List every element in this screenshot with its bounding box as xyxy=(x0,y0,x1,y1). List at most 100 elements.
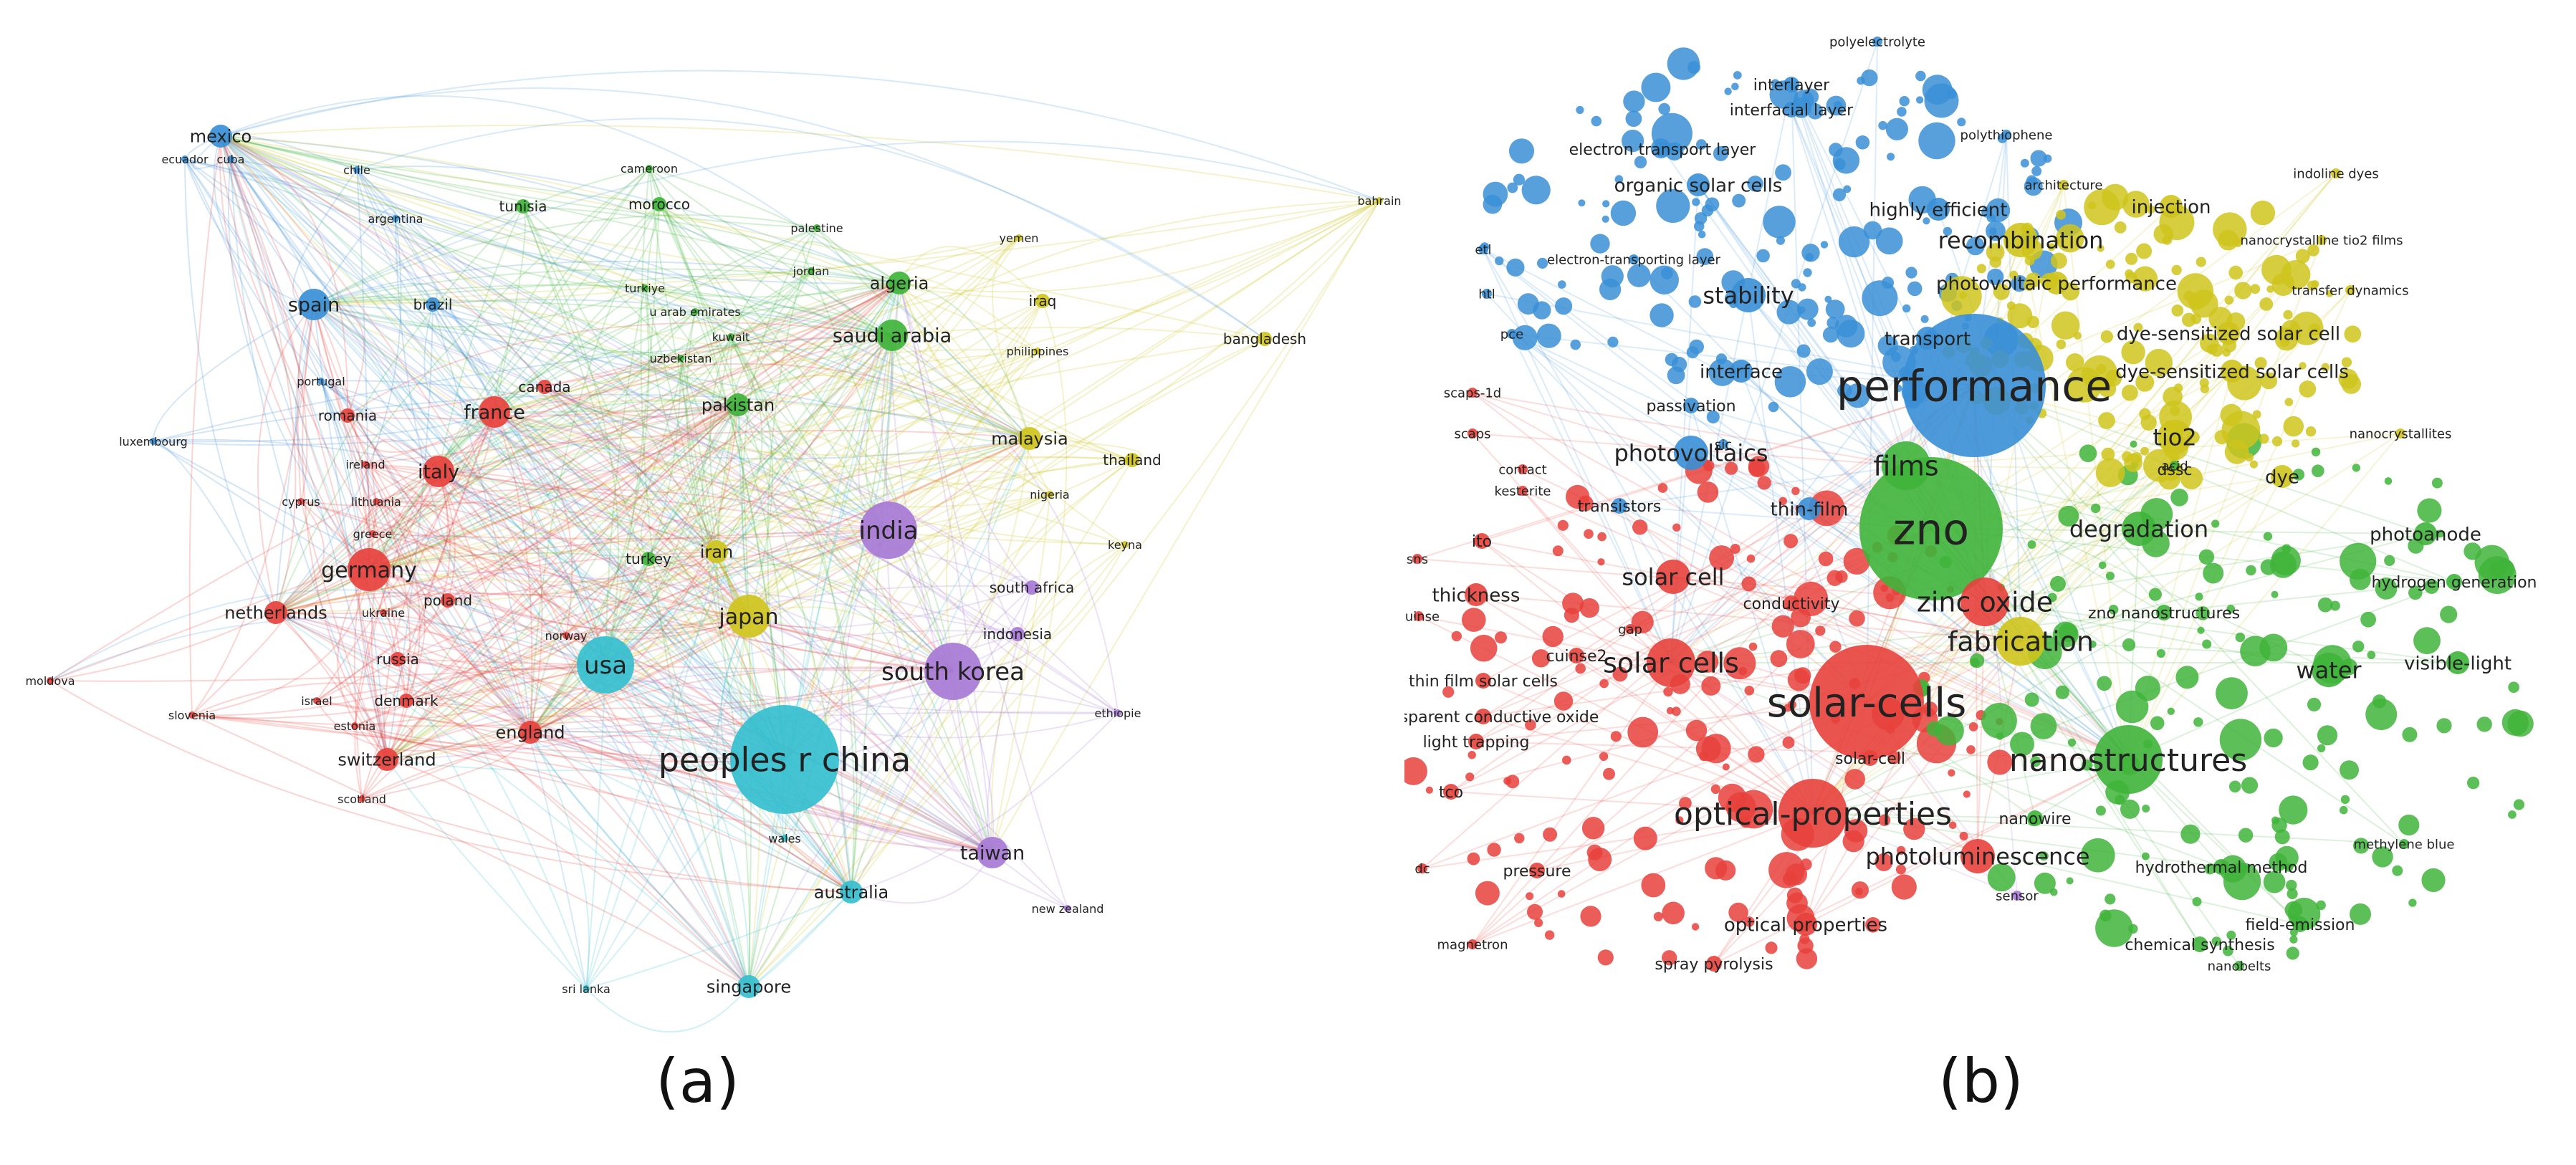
keyword-node-optical-properties xyxy=(1794,913,1817,936)
keyword-minor-node xyxy=(2105,259,2115,269)
country-node-cameroon xyxy=(646,165,653,172)
keyword-label-organic-solar-cells: organic solar cells xyxy=(1614,175,1783,196)
keyword-minor-node xyxy=(2122,638,2136,652)
keyword-minor-node xyxy=(2234,282,2252,299)
keyword-node-ito xyxy=(1474,533,1490,549)
keyword-label-zinc-oxide: zinc oxide xyxy=(1917,587,2053,618)
keyword-minor-node xyxy=(1465,772,1475,782)
country-label-turkey: turkey xyxy=(626,550,671,567)
country-node-south-africa xyxy=(1025,580,1039,595)
keyword-minor-node xyxy=(1787,700,1797,709)
keyword-minor-node xyxy=(2171,305,2184,317)
keyword-minor-node xyxy=(2007,303,2033,329)
keyword-minor-node xyxy=(2142,805,2150,812)
keyword-minor-node xyxy=(1622,130,1644,153)
keyword-minor-node xyxy=(1507,182,1518,193)
keyword-label-dye-sensitized-solar-cell: dye-sensitized solar cell xyxy=(2117,323,2340,345)
keyword-minor-node xyxy=(2130,440,2137,448)
keyword-minor-node xyxy=(2197,626,2205,634)
keyword-minor-node xyxy=(2056,339,2067,350)
keyword-node-dye-sensitized-solar-cell xyxy=(2217,322,2240,345)
keyword-minor-node xyxy=(1730,544,1741,554)
keyword-minor-node xyxy=(1649,303,1674,327)
country-label-romania: romania xyxy=(318,407,377,424)
keyword-minor-node xyxy=(2211,519,2220,528)
keyword-label-sns: sns xyxy=(1407,552,1428,567)
keyword-minor-node xyxy=(1513,173,1525,186)
keyword-minor-node xyxy=(2292,469,2305,481)
keyword-minor-node xyxy=(1798,283,1806,292)
country-node-new-zealand xyxy=(1064,905,1071,912)
keyword-node-kesterite xyxy=(1518,486,1528,496)
country-label-scotland: scotland xyxy=(337,792,386,806)
keyword-minor-node xyxy=(2240,636,2271,667)
keyword-minor-node xyxy=(2128,924,2138,934)
keyword-label-optical-properties: optical properties xyxy=(1724,914,1887,936)
country-label-argentina: argentina xyxy=(368,212,423,226)
keyword-minor-node xyxy=(2224,295,2234,305)
keyword-minor-node xyxy=(1957,118,1966,127)
keyword-network-nodes xyxy=(1412,37,2469,972)
country-node-saudi-arabia xyxy=(876,320,908,351)
keyword-minor-node xyxy=(2079,444,2097,462)
keyword-label-magnetron: magnetron xyxy=(1437,937,1508,952)
keyword-label-sic: sic xyxy=(1715,437,1732,452)
keyword-minor-node xyxy=(2050,575,2066,592)
keyword-minor-node xyxy=(1692,198,1700,206)
keyword-minor-node xyxy=(1425,786,1433,794)
keyword-minor-node xyxy=(2228,265,2243,280)
keyword-minor-node xyxy=(1723,647,1756,680)
keyword-node-dc xyxy=(1417,863,1427,873)
keyword-label-transfer-dynamics: transfer dynamics xyxy=(2292,283,2408,298)
keyword-label-solar-cell: solar cell xyxy=(1622,564,1724,591)
keyword-minor-node xyxy=(1675,816,1684,825)
keyword-node-polythiophene xyxy=(2001,130,2011,140)
keyword-minor-node xyxy=(1986,243,2005,262)
country-node-kuwait xyxy=(727,333,734,340)
country-node-bahrain xyxy=(1376,197,1383,204)
keyword-node-thin-film xyxy=(1798,497,1821,520)
keyword-minor-node xyxy=(2081,759,2093,771)
country-label-usa: usa xyxy=(584,651,627,680)
keyword-node-optical-properties xyxy=(1778,779,1847,848)
keyword-minor-node xyxy=(1798,306,1806,314)
keyword-node-hydrothermal-method xyxy=(2213,859,2229,875)
keyword-minor-node xyxy=(2218,229,2239,251)
keyword-label-stability: stability xyxy=(1703,282,1794,310)
keyword-label-recombination: recombination xyxy=(1938,227,2104,254)
keyword-minor-node xyxy=(1970,653,1985,668)
country-node-israel xyxy=(313,697,320,704)
keyword-label-transparent-conductive-oxide: transparent conductive oxide xyxy=(1404,709,1599,727)
keyword-minor-node xyxy=(1679,797,1692,810)
country-node-moldova xyxy=(47,677,54,684)
country-label-australia: australia xyxy=(814,883,889,903)
country-node-romania xyxy=(340,408,355,423)
keyword-minor-node xyxy=(1915,70,1926,82)
country-label-kuwait: kuwait xyxy=(712,330,750,344)
keyword-minor-node xyxy=(1462,608,1486,632)
keyword-minor-node xyxy=(1467,852,1480,866)
keyword-minor-node xyxy=(2052,621,2079,648)
country-label-norway: norway xyxy=(545,629,588,643)
keyword-minor-node xyxy=(1782,736,1795,749)
keyword-label-gap: gap xyxy=(1618,622,1642,637)
keyword-minor-node xyxy=(2202,639,2212,649)
keyword-minor-node xyxy=(2260,372,2277,390)
keyword-minor-node xyxy=(2135,373,2155,392)
keyword-label-dye: dye xyxy=(2265,466,2299,488)
keyword-minor-node xyxy=(2142,852,2150,860)
keyword-minor-node xyxy=(2254,357,2267,370)
keyword-minor-node xyxy=(2031,166,2042,176)
keyword-minor-node xyxy=(2264,728,2283,748)
keyword-minor-node xyxy=(2180,466,2203,489)
keyword-node-scaps-1d xyxy=(1467,388,1478,398)
keyword-minor-node xyxy=(2203,562,2224,584)
keyword-label-photoluminescence: photoluminescence xyxy=(1865,843,2089,871)
keyword-minor-node xyxy=(1657,483,1668,493)
keyword-minor-node xyxy=(2095,458,2125,487)
keyword-node-solar-cell xyxy=(1862,750,1878,766)
country-label-thailand: thailand xyxy=(1103,451,1162,469)
keyword-minor-node xyxy=(1599,752,1609,762)
keyword-minor-node xyxy=(1787,668,1811,691)
keyword-minor-node xyxy=(1662,901,1685,925)
